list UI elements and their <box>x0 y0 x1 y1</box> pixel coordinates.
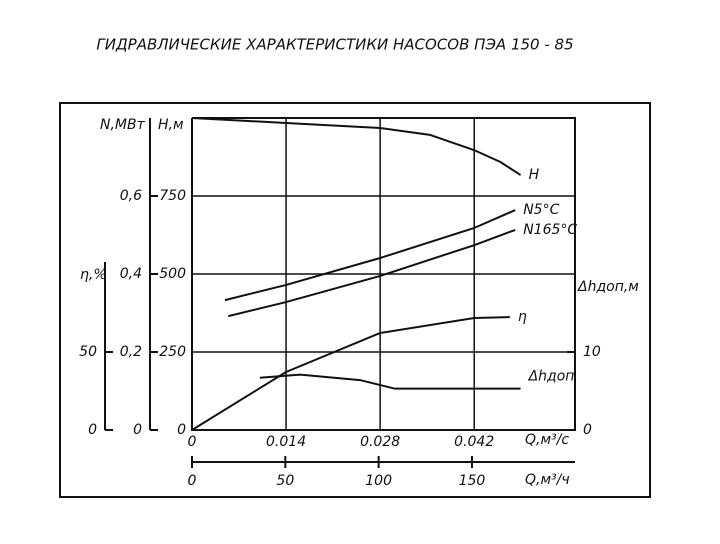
eta-axis-label: η,% <box>80 267 107 283</box>
eta-tick-label: 50 <box>79 344 97 360</box>
series-label: η <box>518 309 527 325</box>
y-axis-label: H,м <box>158 117 184 133</box>
chart-title: ГИДРАВЛИЧЕСКИЕ ХАРАКТЕРИСТИКИ НАСОСОВ ПЭ… <box>96 36 573 54</box>
series-label: N165°C <box>523 222 577 238</box>
n-tick-label: 0,6 <box>120 188 142 204</box>
y-tick-label: 750 <box>159 188 186 204</box>
x2-tick-label: 0 <box>188 473 197 489</box>
dh-tick-label: 0 <box>583 422 592 438</box>
x2-tick-label: 50 <box>276 473 294 489</box>
n-axis-label: N,МВт <box>100 117 146 133</box>
series-line <box>224 209 516 302</box>
x-tick-label: 0 <box>188 434 197 450</box>
x-axis-label: Q,м³/с <box>525 432 569 448</box>
series-line <box>191 117 522 176</box>
series-line <box>191 316 510 431</box>
dh-tick-label: 10 <box>583 344 601 360</box>
series-line <box>259 373 521 390</box>
x2-tick-label: 100 <box>365 473 392 489</box>
n-tick-label: 0,4 <box>120 266 142 282</box>
series-label: H <box>529 167 540 183</box>
y-tick-label: 500 <box>159 266 186 282</box>
x-tick-label: 0.042 <box>454 434 494 450</box>
eta-tick-label: 0 <box>88 422 97 438</box>
x-tick-label: 0.028 <box>360 434 400 450</box>
series-label: Δhдоп <box>528 369 575 385</box>
y-tick-label: 250 <box>159 344 186 360</box>
n-tick-label: 0 <box>133 422 142 438</box>
series-label: N5°C <box>523 202 559 218</box>
dh-axis-label: Δhдоп,м <box>577 279 639 295</box>
frame <box>59 102 651 498</box>
y-tick-label: 0 <box>177 422 186 438</box>
x-tick-label: 0.014 <box>266 434 306 450</box>
series-line <box>228 228 516 318</box>
n-tick-label: 0,2 <box>120 344 142 360</box>
x2-axis-label: Q,м³/ч <box>525 472 570 488</box>
x2-tick-label: 150 <box>459 473 486 489</box>
